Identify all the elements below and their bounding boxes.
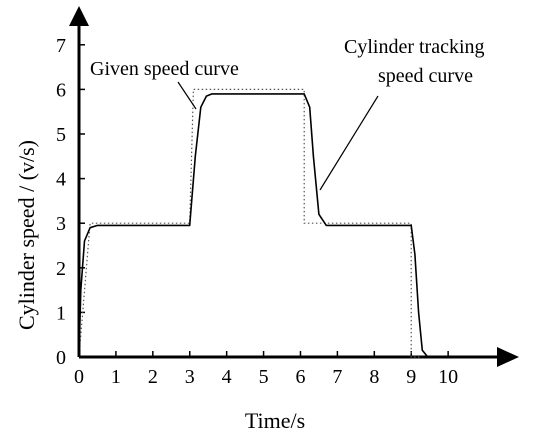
x-tick-label: 5 <box>259 366 269 388</box>
annotation-given-speed: Given speed curve <box>90 58 239 110</box>
x-tick-label: 2 <box>148 366 158 388</box>
x-axis-ticks: 0 1 2 3 4 5 6 7 8 9 10 <box>74 351 458 388</box>
tracking-speed-line <box>78 93 429 358</box>
y-tick-label: 4 <box>56 169 66 191</box>
x-tick-label: 9 <box>406 366 416 388</box>
x-tick-label: 4 <box>222 366 232 388</box>
x-tick-label: 10 <box>438 366 458 388</box>
axes <box>69 6 519 367</box>
x-tick-label: 7 <box>332 366 342 388</box>
y-tick-label: 2 <box>56 258 66 280</box>
y-axis-ticks: 0 1 2 3 4 5 6 7 <box>56 35 85 369</box>
y-tick-label: 3 <box>56 213 66 235</box>
y-axis-label: Cylinder speed / (v/s) <box>14 140 39 330</box>
y-axis-arrow <box>69 6 89 26</box>
svg-text:speed curve: speed curve <box>378 65 473 87</box>
x-tick-label: 3 <box>185 366 195 388</box>
annotation-tracking-leader <box>319 95 379 191</box>
x-tick-label: 0 <box>74 366 84 388</box>
annotation-given-leader <box>177 81 197 110</box>
x-tick-label: 8 <box>369 366 379 388</box>
given-speed-line <box>78 88 423 358</box>
svg-text:Cylinder tracking: Cylinder tracking <box>344 36 485 58</box>
series-lines <box>78 88 429 358</box>
y-tick-label: 0 <box>56 347 66 369</box>
y-tick-label: 5 <box>56 124 66 146</box>
x-axis-arrow <box>497 347 519 367</box>
y-tick-label: 6 <box>56 79 66 101</box>
x-axis-label: Time/s <box>245 408 305 433</box>
x-tick-label: 6 <box>295 366 305 388</box>
svg-text:Given speed curve: Given speed curve <box>90 58 239 80</box>
y-tick-label: 7 <box>56 35 66 57</box>
annotation-tracking-speed: Cylinder tracking speed curve <box>319 36 485 191</box>
x-tick-label: 1 <box>111 366 121 388</box>
y-tick-label: 1 <box>56 302 66 324</box>
